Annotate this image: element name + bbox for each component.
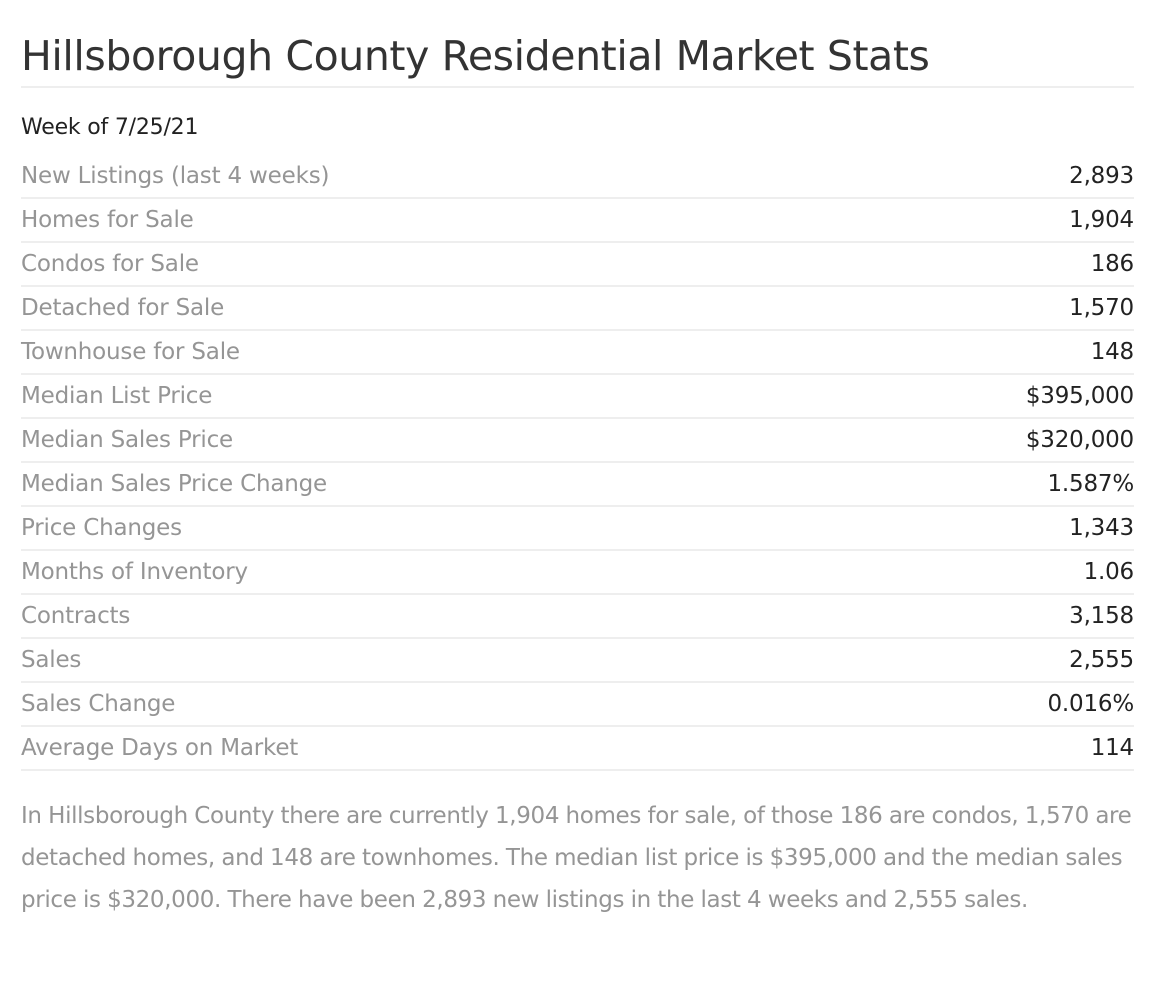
stat-value: 1.06 xyxy=(1083,559,1135,585)
stat-label: Median List Price xyxy=(21,383,213,409)
stat-label: Average Days on Market xyxy=(21,735,299,761)
stat-value: $320,000 xyxy=(1025,427,1134,453)
stat-label: Median Sales Price xyxy=(21,427,234,453)
stat-label: Homes for Sale xyxy=(21,207,194,233)
stat-value: 0.016% xyxy=(1047,691,1135,717)
week-subtitle: Week of 7/25/21 xyxy=(21,115,199,140)
stat-value: 3,158 xyxy=(1069,603,1134,629)
table-row: Homes for Sale 1,904 xyxy=(21,198,1134,242)
table-row: Average Days on Market 114 xyxy=(21,726,1134,770)
table-row: New Listings (last 4 weeks) 2,893 xyxy=(21,154,1134,198)
stat-label: Condos for Sale xyxy=(21,251,199,277)
stat-value: 1,343 xyxy=(1069,515,1134,541)
table-row: Sales 2,555 xyxy=(21,638,1134,682)
stat-value: $395,000 xyxy=(1025,383,1134,409)
stat-value: 114 xyxy=(1090,735,1135,761)
stats-table: New Listings (last 4 weeks) 2,893 Homes … xyxy=(21,154,1134,771)
page-title: Hillsborough County Residential Market S… xyxy=(21,28,1134,88)
stat-value: 148 xyxy=(1090,339,1135,365)
stat-value: 186 xyxy=(1090,251,1135,277)
table-row: Months of Inventory 1.06 xyxy=(21,550,1134,594)
stat-value: 1,904 xyxy=(1069,207,1134,233)
stat-value: 1,570 xyxy=(1069,295,1134,321)
table-row: Detached for Sale 1,570 xyxy=(21,286,1134,330)
table-row: Median Sales Price Change 1.587% xyxy=(21,462,1134,506)
stat-value: 2,893 xyxy=(1069,162,1134,189)
stat-label: Contracts xyxy=(21,603,131,629)
table-row: Price Changes 1,343 xyxy=(21,506,1134,550)
stat-label: Sales Change xyxy=(21,691,176,717)
stat-label: Townhouse for Sale xyxy=(21,339,240,365)
stat-value: 2,555 xyxy=(1069,647,1134,673)
stat-label: Months of Inventory xyxy=(21,559,248,585)
market-summary-paragraph: In Hillsborough County there are current… xyxy=(21,803,1132,913)
stat-label: Detached for Sale xyxy=(21,295,225,321)
table-row: Median Sales Price $320,000 xyxy=(21,418,1134,462)
table-row: Townhouse for Sale 148 xyxy=(21,330,1134,374)
stat-label: New Listings (last 4 weeks) xyxy=(21,162,330,189)
table-row: Sales Change 0.016% xyxy=(21,682,1134,726)
table-row: Median List Price $395,000 xyxy=(21,374,1134,418)
table-row: Contracts 3,158 xyxy=(21,594,1134,638)
table-row: Condos for Sale 186 xyxy=(21,242,1134,286)
stat-label: Median Sales Price Change xyxy=(21,471,327,497)
stat-value: 1.587% xyxy=(1047,471,1135,497)
stat-label: Sales xyxy=(21,647,82,673)
stat-label: Price Changes xyxy=(21,515,182,541)
